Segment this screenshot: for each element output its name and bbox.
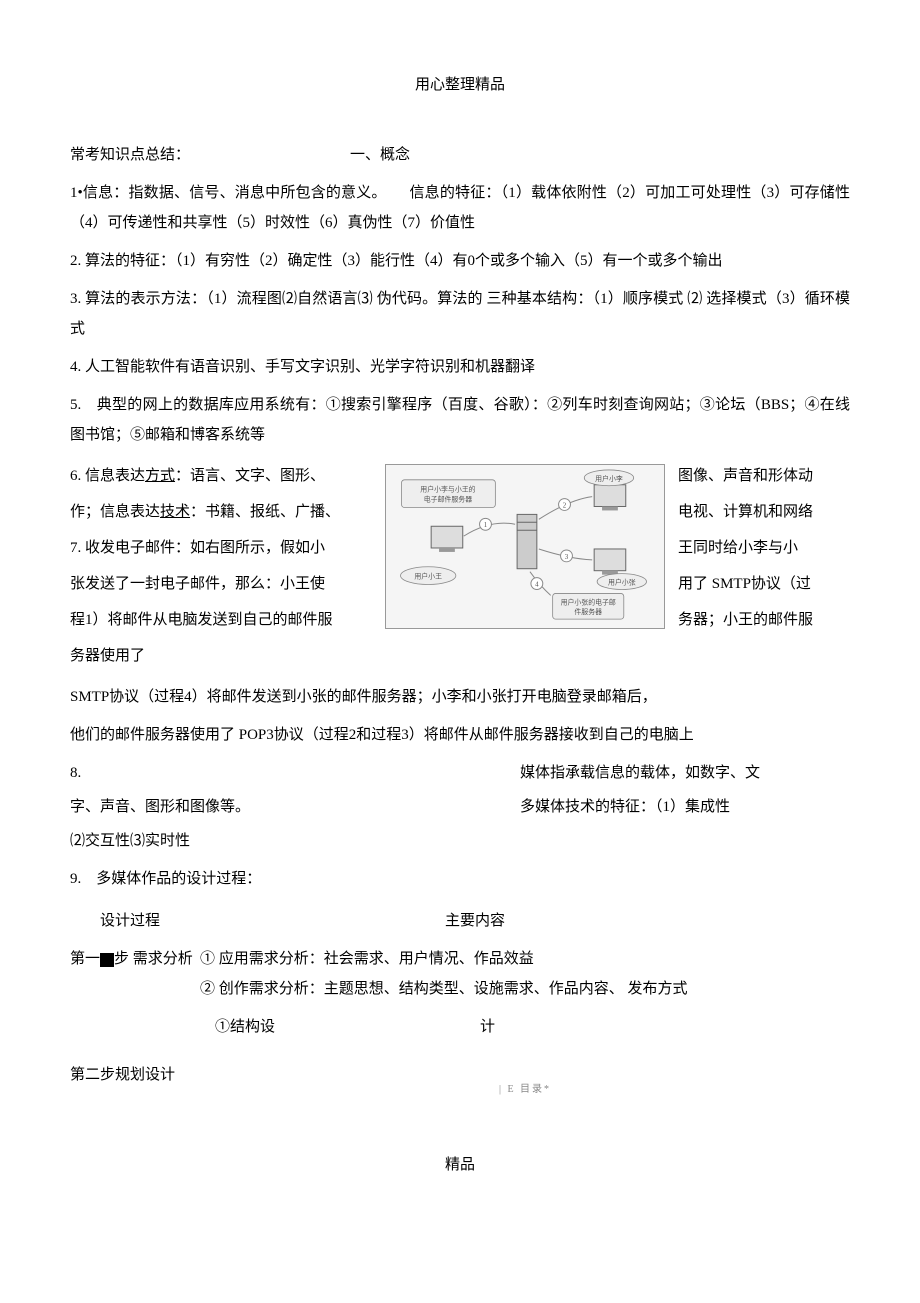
summary-label: 常考知识点总结： xyxy=(70,140,350,170)
right-l5: 务器；小王的邮件服 xyxy=(678,602,853,638)
right-l4: 用了 SMTP协议（过 xyxy=(678,566,853,602)
svg-text:用户小李: 用户小李 xyxy=(595,474,623,483)
svg-text:用户小张: 用户小张 xyxy=(608,578,636,587)
section-title: 一、概念 xyxy=(350,140,850,170)
item6-prefix: 6. 信息表达 xyxy=(70,468,145,484)
step1-c1: ① 应用需求分析：社会需求、用户情况、作品效益 xyxy=(200,944,850,974)
svg-text:件服务器: 件服务器 xyxy=(574,607,602,616)
item7-l3: 程1）将邮件从电脑发送到自己的邮件服 xyxy=(70,602,380,638)
th-2: 主要内容 xyxy=(200,906,850,936)
struct-b: 计 xyxy=(480,1012,495,1042)
page-footer: 精品 xyxy=(70,1150,850,1180)
svg-text:用户小李与小王的: 用户小李与小王的 xyxy=(420,485,475,494)
item8-l1a: 8. xyxy=(70,758,520,788)
step2-label: 第二步规划设计 xyxy=(70,1060,200,1120)
email-diagram-svg: 用户小李与小王的 电子邮件服务器 用户小李 用户小王 用户小张 用户小张的 xyxy=(386,465,664,628)
step1-a: 第一 xyxy=(70,951,100,967)
after-wrap-1: SMTP协议（过程4）将邮件发送到小张的邮件服务器；小李和小张打开电脑登录邮箱后… xyxy=(70,682,850,712)
item-4: 4. 人工智能软件有语音识别、手写文字识别、光学字符识别和机器翻译 xyxy=(70,352,850,382)
design-table: 设计过程 主要内容 第一步 需求分析 ① 应用需求分析：社会需求、用户情况、作品… xyxy=(70,906,850,1120)
step1-label: 第一步 需求分析 xyxy=(70,944,200,1004)
item-8-row3: ⑵交互性⑶实时性 xyxy=(70,826,850,856)
svg-text:用户小张的电子邮: 用户小张的电子邮 xyxy=(561,597,616,606)
email-diagram: 用户小李与小王的 电子邮件服务器 用户小李 用户小王 用户小张 用户小张的 xyxy=(385,464,665,629)
item8-l2a: 字、声音、图形和图像等。 xyxy=(70,792,520,822)
step1-content: ① 应用需求分析：社会需求、用户情况、作品效益 ② 创作需求分析：主题思想、结构… xyxy=(200,944,850,1004)
title-row: 常考知识点总结： 一、概念 xyxy=(70,140,850,170)
right-l1: 图像、声音和形体动 xyxy=(678,458,853,494)
item-1: 1•信息：指数据、信号、消息中所包含的意义。 信息的特征：（1）载体依附性（2）… xyxy=(70,178,850,238)
item6-underline1: 方式 xyxy=(145,468,175,484)
wrap-section: 6. 信息表达方式：语言、文字、图形、 作；信息表达技术：书籍、报纸、广播、 7… xyxy=(70,458,850,674)
item-8-row1: 8. 媒体指承载信息的载体，如数字、文 xyxy=(70,758,850,788)
item-8-row2: 字、声音、图形和图像等。 多媒体技术的特征：（1）集成性 xyxy=(70,792,850,822)
item7-l1: 7. 收发电子邮件：如右图所示，假如小 xyxy=(70,530,380,566)
item7-l4: 务器使用了 xyxy=(70,638,380,674)
th-1: 设计过程 xyxy=(70,906,200,936)
item7-l2: 张发送了一封电子邮件，那么：小王使 xyxy=(70,566,380,602)
table-row-1: 第一步 需求分析 ① 应用需求分析：社会需求、用户情况、作品效益 ② 创作需求分… xyxy=(70,944,850,1004)
svg-text:2: 2 xyxy=(563,502,567,509)
table-row-2: 第二步规划设计 | E 目录* xyxy=(70,1060,850,1120)
after-wrap-2: 他们的邮件服务器使用了 POP3协议（过程2和过程3）将邮件从邮件服务器接收到自… xyxy=(70,720,850,750)
svg-text:3: 3 xyxy=(565,554,569,561)
right-l2: 电视、计算机和网络 xyxy=(678,494,853,530)
item6-mid: ：语言、文字、图形、 xyxy=(175,468,325,484)
item-2: 2. 算法的特征：（1）有穷性（2）确定性（3）能行性（4）有0个或多个输入（5… xyxy=(70,246,850,276)
item6-line2b: ：书籍、报纸、广播、 xyxy=(190,504,340,520)
step1-c2: ② 创作需求分析：主题思想、结构类型、设施需求、作品内容、 发布方式 xyxy=(200,974,850,1004)
item-5: 5. 典型的网上的数据库应用系统有：①搜索引擎程序（百度、谷歌）：②列车时刻查询… xyxy=(70,390,850,450)
table-header: 设计过程 主要内容 xyxy=(70,906,850,936)
right-l3: 王同时给小李与小 xyxy=(678,530,853,566)
step2-content: | E 目录* xyxy=(200,1060,850,1120)
item8-l2b: 多媒体技术的特征：（1）集成性 xyxy=(520,792,850,822)
item-9: 9. 多媒体作品的设计过程： xyxy=(70,864,850,894)
item-3: 3. 算法的表示方法：（1）流程图⑵自然语言⑶ 伪代码。算法的 三种基本结构：（… xyxy=(70,284,850,344)
svg-text:电子邮件服务器: 电子邮件服务器 xyxy=(424,495,472,504)
item8-l1b: 媒体指承载信息的载体，如数字、文 xyxy=(520,758,850,788)
svg-text:用户小王: 用户小王 xyxy=(414,572,442,581)
left-text-column: 6. 信息表达方式：语言、文字、图形、 作；信息表达技术：书籍、报纸、广播、 7… xyxy=(70,458,380,674)
step1-b: 步 需求分析 xyxy=(114,951,193,967)
svg-text:1: 1 xyxy=(484,522,488,529)
page-header: 用心整理精品 xyxy=(70,70,850,100)
item6-line2a: 作；信息表达 xyxy=(70,504,160,520)
struct-line: ①结构设 计 xyxy=(70,1012,850,1042)
right-text-column: 图像、声音和形体动 电视、计算机和网络 王同时给小李与小 用了 SMTP协议（过… xyxy=(678,458,853,638)
item6-underline2: 技术 xyxy=(160,504,190,520)
tiny-text: | E 目录* xyxy=(200,1080,850,1100)
black-box-icon xyxy=(100,953,114,967)
svg-text:4: 4 xyxy=(535,582,539,589)
struct-a: ①结构设 xyxy=(200,1012,480,1042)
